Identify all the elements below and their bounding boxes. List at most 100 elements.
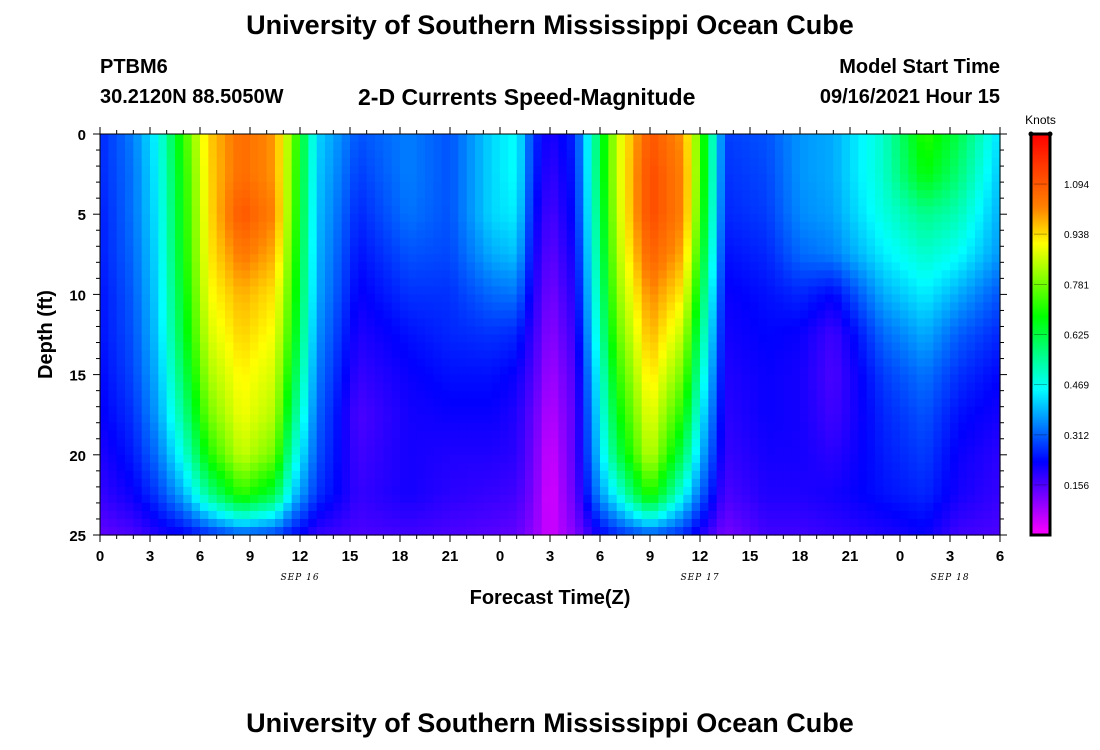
heatmap-cell (916, 342, 926, 352)
heatmap-cell (583, 454, 593, 464)
heatmap-cell (633, 454, 643, 464)
heatmap-cell (683, 406, 693, 416)
heatmap-cell (533, 486, 543, 496)
heatmap-cell (825, 190, 834, 199)
heatmap-cell (941, 358, 951, 368)
heatmap-cell (375, 358, 384, 368)
heatmap-cell (925, 374, 934, 384)
heatmap-cell (958, 366, 968, 376)
heatmap-cell (391, 478, 401, 488)
heatmap-cell (166, 414, 176, 424)
heatmap-cell (816, 398, 826, 408)
heatmap-cell (875, 470, 884, 480)
heatmap-cell (475, 270, 484, 279)
heatmap-cell (683, 166, 693, 175)
heatmap-cell (966, 222, 976, 231)
heatmap-cell (750, 262, 759, 271)
heatmap-cell (966, 198, 976, 207)
heatmap-cell (341, 366, 351, 376)
heatmap-cell (758, 318, 768, 328)
heatmap-cell (858, 422, 868, 432)
heatmap-cell (866, 358, 876, 368)
heatmap-cell (333, 350, 343, 360)
heatmap-cell (575, 190, 584, 199)
heatmap-cell (241, 182, 251, 191)
heatmap-cell (141, 310, 151, 320)
heatmap-cell (583, 222, 593, 231)
heatmap-cell (866, 398, 876, 408)
heatmap-cell (383, 302, 393, 312)
heatmap-cell (591, 246, 601, 255)
heatmap-cell (358, 134, 368, 143)
heatmap-cell (233, 142, 243, 151)
heatmap-cell (408, 358, 418, 368)
heatmap-cell (758, 310, 768, 320)
heatmap-cell (866, 326, 876, 336)
heatmap-cell (275, 454, 284, 464)
heatmap-cell (191, 230, 201, 239)
heatmap-cell (716, 374, 726, 384)
heatmap-cell (333, 158, 343, 167)
heatmap-cell (708, 406, 718, 416)
heatmap-cell (125, 478, 134, 488)
heatmap-cell (866, 422, 876, 432)
heatmap-cell (766, 166, 776, 175)
heatmap-cell (133, 406, 143, 416)
heatmap-cell (675, 270, 684, 279)
heatmap-cell (950, 494, 959, 504)
heatmap-cell (100, 470, 109, 480)
heatmap-cell (966, 262, 976, 271)
heatmap-cell (666, 182, 676, 191)
heatmap-cell (825, 142, 834, 151)
heatmap-cell (100, 166, 109, 175)
heatmap-cell (741, 254, 751, 263)
heatmap-cell (266, 390, 276, 400)
heatmap-cell (366, 446, 376, 456)
heatmap-cell (308, 246, 318, 255)
heatmap-cell (341, 350, 351, 360)
heatmap-cell (758, 446, 768, 456)
heatmap-cell (383, 382, 393, 392)
heatmap-cell (550, 158, 559, 167)
heatmap-cell (400, 270, 409, 279)
heatmap-cell (400, 254, 409, 263)
heatmap-cell (550, 214, 559, 223)
heatmap-cell (533, 342, 543, 352)
heatmap-cell (841, 358, 851, 368)
heatmap-cell (908, 358, 918, 368)
heatmap-cell (675, 470, 684, 480)
heatmap-cell (716, 270, 726, 279)
heatmap-cell (608, 414, 618, 424)
heatmap-cell (250, 238, 259, 247)
heatmap-cell (608, 470, 618, 480)
heatmap-cell (475, 166, 484, 175)
heatmap-cell (675, 446, 684, 456)
heatmap-cell (608, 358, 618, 368)
heatmap-cell (108, 478, 118, 488)
heatmap-cell (991, 142, 1001, 151)
heatmap-cell (475, 374, 484, 384)
heatmap-cell (216, 254, 226, 263)
heatmap-cell (400, 438, 409, 448)
heatmap-cell (133, 422, 143, 432)
heatmap-cell (350, 182, 359, 191)
heatmap-cell (233, 254, 243, 263)
heatmap-cell (333, 302, 343, 312)
heatmap-cell (541, 150, 551, 159)
heatmap-cell (516, 174, 526, 183)
heatmap-cell (591, 174, 601, 183)
heatmap-cell (833, 246, 843, 255)
heatmap-cell (891, 230, 901, 239)
heatmap-cell (275, 286, 284, 295)
heatmap-cell (841, 206, 851, 215)
heatmap-cell (483, 470, 493, 480)
heatmap-cell (558, 262, 568, 271)
heatmap-cell (108, 358, 118, 368)
heatmap-cell (733, 302, 743, 312)
heatmap-cell (716, 358, 726, 368)
heatmap-cell (700, 254, 709, 263)
heatmap-cell (400, 198, 409, 207)
heatmap-cell (341, 390, 351, 400)
heatmap-cell (550, 422, 559, 432)
heatmap-cell (491, 382, 501, 392)
